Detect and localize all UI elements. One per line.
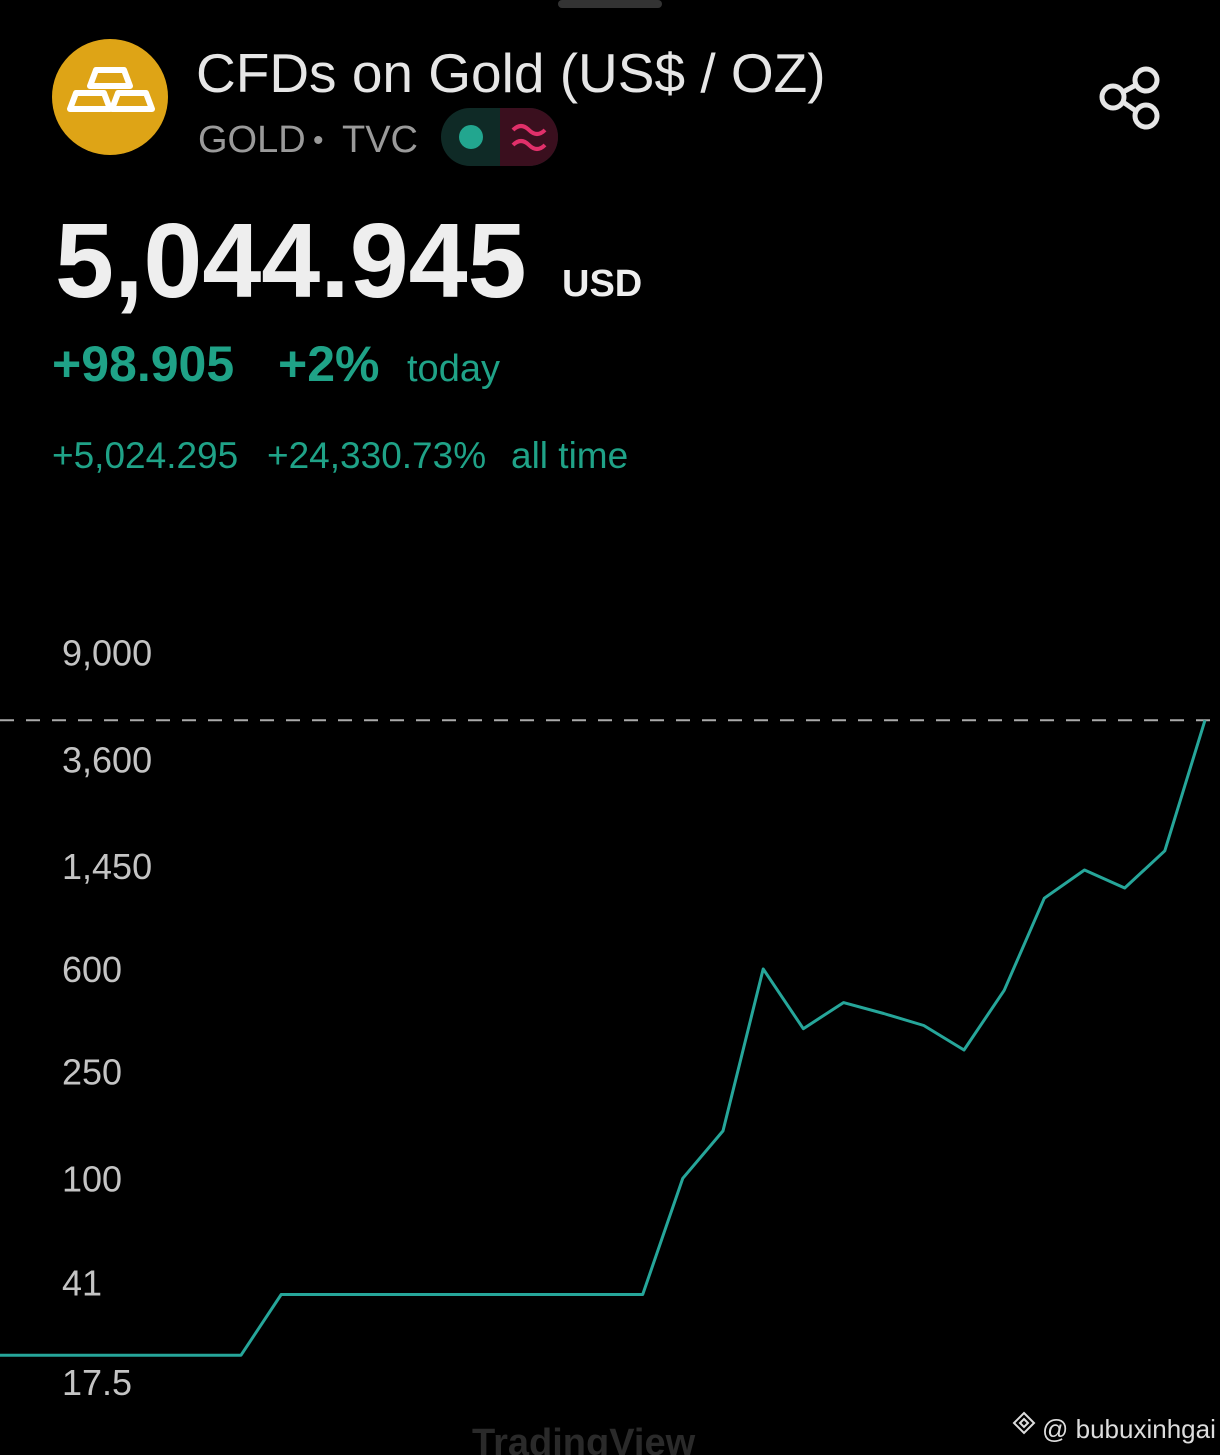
y-tick-label: 100 xyxy=(62,1158,122,1199)
title: CFDs on Gold (US$ / OZ) xyxy=(196,42,826,104)
change-today-pct: +2% xyxy=(278,336,379,392)
credit: @ bubuxinhgai xyxy=(1042,1414,1216,1444)
all-time-label: all time xyxy=(511,435,628,476)
gold-logo xyxy=(52,39,168,155)
notch-handle xyxy=(558,0,662,8)
chart: 17.5 41 100 250 600 1,450 3,600 9,000 xyxy=(0,633,1220,1403)
currency: USD xyxy=(562,263,642,305)
status-pill[interactable] xyxy=(441,108,558,166)
y-tick-label: 1,450 xyxy=(62,846,152,887)
y-tick-label: 41 xyxy=(62,1262,102,1303)
share-button[interactable] xyxy=(1099,66,1160,130)
change-all: +5,024.295 xyxy=(52,435,238,476)
y-tick-label: 9,000 xyxy=(62,633,152,674)
y-tick-label: 3,600 xyxy=(62,740,152,781)
change-all-pct: +24,330.73% xyxy=(267,435,486,476)
exchange: TVC xyxy=(342,119,418,161)
y-tick-label: 250 xyxy=(62,1051,122,1092)
symbol: GOLD xyxy=(198,119,306,161)
price-line xyxy=(0,719,1207,1357)
y-tick-label: 17.5 xyxy=(62,1362,132,1403)
credit-icon xyxy=(1012,1411,1036,1435)
today-label: today xyxy=(407,348,500,390)
separator: • xyxy=(313,124,324,157)
price: 5,044.945 xyxy=(55,202,527,320)
y-tick-label: 600 xyxy=(62,949,122,990)
watermark: TradingView xyxy=(472,1422,696,1455)
change-today: +98.905 xyxy=(52,336,234,392)
